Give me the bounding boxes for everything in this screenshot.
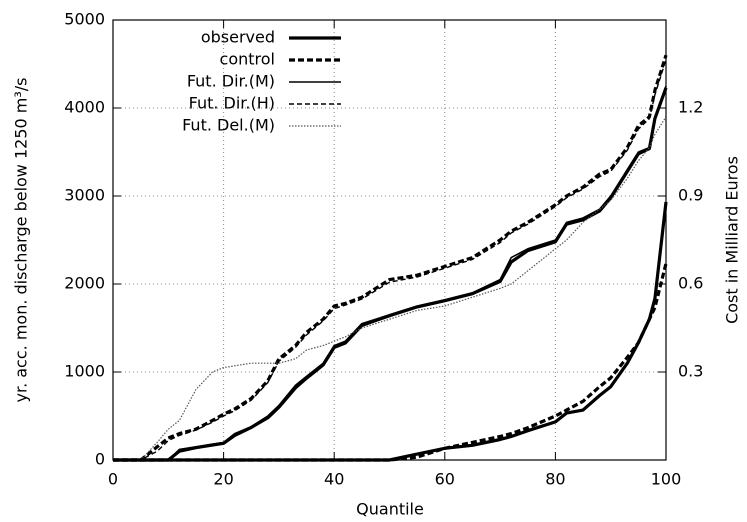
plot-frame — [112, 19, 667, 461]
data-line — [113, 85, 667, 461]
legend-label: Fut. Dir.(H) — [189, 94, 275, 113]
data-line — [113, 87, 668, 462]
x-tick-label: 100 — [651, 470, 682, 489]
legend-label: Fut. Dir.(M) — [187, 72, 275, 91]
y-tick-label: 4000 — [64, 98, 105, 117]
data-line — [113, 59, 667, 461]
x-axis-label: Quantile — [356, 500, 424, 519]
x-tick-label: 40 — [324, 470, 344, 489]
y-tick-label: 2000 — [64, 274, 105, 293]
legend-label: Fut. Del.(M) — [182, 116, 275, 135]
y2-tick-label: 1.2 — [678, 98, 703, 117]
x-tick-label: 20 — [213, 470, 233, 489]
data-line — [113, 116, 667, 461]
y-tick-label: 0 — [95, 450, 105, 469]
data-line — [113, 201, 668, 462]
legend-label: control — [220, 50, 275, 69]
y2-tick-label: 0.3 — [678, 362, 703, 381]
legend-label: observed — [201, 28, 275, 47]
y2-axis-label: Cost in Milliard Euros — [723, 156, 742, 324]
y2-tick-label: 0.6 — [678, 274, 703, 293]
y2-tick-label: 0.9 — [678, 186, 703, 205]
y-tick-label: 5000 — [64, 10, 105, 29]
data-line — [113, 54, 668, 462]
y-axis-label: yr. acc. mon. discharge below 1250 m³/s — [12, 77, 31, 402]
x-tick-label: 0 — [108, 470, 118, 489]
x-tick-label: 80 — [545, 470, 565, 489]
y-tick-label: 3000 — [64, 186, 105, 205]
y-tick-label: 1000 — [64, 362, 105, 381]
x-tick-label: 60 — [435, 470, 455, 489]
